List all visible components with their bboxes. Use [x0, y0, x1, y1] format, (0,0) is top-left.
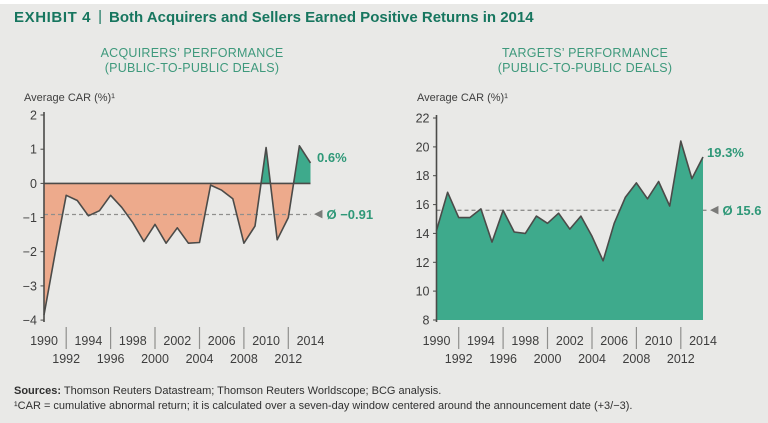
x-tick-label: 2010 — [252, 334, 280, 348]
data-line — [43, 145, 312, 316]
x-tick-label: 1992 — [52, 352, 80, 366]
y-tick-label: 1 — [30, 143, 37, 157]
x-tick-label: 1996 — [489, 352, 517, 366]
targets-chart-title-line1: TARGETS’ PERFORMANCE — [501, 46, 669, 60]
sources-label: Sources: — [14, 385, 62, 397]
acquirers-average-annotation: ◀ Ø −0.91 — [314, 206, 374, 222]
y-tick-label: −3 — [23, 279, 37, 293]
y-tick-label: −2 — [23, 245, 37, 259]
x-tick-label: 1992 — [445, 352, 473, 366]
area-fill — [436, 141, 703, 320]
x-tick-label: 1998 — [119, 334, 147, 348]
acquirers-chart-title-line2: (PUBLIC-TO-PUBLIC DEALS) — [104, 61, 280, 75]
targets-y-axis-unit: Average CAR (%)¹ — [417, 92, 508, 104]
sources-text: Thomson Reuters Datastream; Thomson Reut… — [61, 385, 442, 397]
footer: Sources: Thomson Reuters Datastream; Tho… — [14, 384, 754, 414]
chart-acquirers: 2 1 0 −1 −2 −3 −4 1992 1996 2000 2004 2008 2012 1990 1… — [23, 109, 325, 367]
sources-line: Sources: Thomson Reuters Datastream; Tho… — [14, 384, 754, 399]
y-tick-label: −1 — [23, 211, 37, 225]
footnote-line: ¹CAR = cumulative abnormal return; it is… — [14, 400, 633, 412]
x-tick-label: 1994 — [467, 334, 495, 348]
acquirers-chart-title-line1: ACQUIRERS’ PERFORMANCE — [100, 46, 284, 60]
y-tick-label: 8 — [423, 314, 430, 328]
page-title: Both Acquirers and Sellers Earned Positi… — [109, 9, 534, 26]
y-tick-label: 22 — [416, 112, 430, 126]
x-tick-label: 2004 — [578, 352, 606, 366]
x-tick-label: 1990 — [423, 334, 451, 348]
x-tick-label: 2008 — [622, 352, 650, 366]
area-positive — [261, 145, 311, 184]
targets-average-annotation: ◀ Ø 15.6 — [710, 202, 762, 218]
x-tick-label: 2000 — [141, 352, 169, 366]
y-tick-label: 2 — [30, 109, 37, 123]
exhibit-number-label: EXHIBIT 4 — [14, 9, 92, 26]
x-tick-label: 2004 — [186, 352, 214, 366]
y-tick-label: 12 — [416, 256, 430, 270]
x-tick-label: 2010 — [645, 334, 673, 348]
x-tick-label: 2012 — [274, 352, 302, 366]
y-tick-label: 14 — [416, 227, 430, 241]
acquirers-end-value-label: 0.6% — [317, 150, 347, 165]
x-tick-label: 1998 — [511, 334, 539, 348]
x-tick-label: 1996 — [97, 352, 125, 366]
x-tick-label: 2000 — [534, 352, 562, 366]
x-tick-label: 2002 — [163, 334, 191, 348]
acquirers-y-axis-unit: Average CAR (%)¹ — [24, 92, 115, 104]
chart-targets: 22 20 18 16 14 12 10 8 1992 1996 2000 2004 2008 2012 1… — [416, 112, 717, 367]
targets-average-value: Ø 15.6 — [722, 202, 762, 218]
x-tick-label: 2012 — [667, 352, 695, 366]
top-strip — [0, 0, 768, 4]
title-separator: | — [98, 8, 102, 25]
x-tick-label: 1990 — [30, 334, 58, 348]
acquirers-chart-title: ACQUIRERS’ PERFORMANCE (PUBLIC-TO-PUBLIC… — [40, 46, 344, 76]
exhibit-header: EXHIBIT 4 | Both Acquirers and Sellers Ear… — [14, 8, 534, 26]
targets-chart-title-line2: (PUBLIC-TO-PUBLIC DEALS) — [497, 61, 673, 75]
x-tick-label: 2006 — [208, 334, 236, 348]
y-tick-label: 10 — [416, 285, 430, 299]
y-tick-label: 20 — [416, 140, 430, 154]
x-tick-label: 2014 — [297, 334, 325, 348]
area-negative — [44, 183, 311, 315]
targets-chart-title: TARGETS’ PERFORMANCE (PUBLIC-TO-PUBLIC D… — [433, 46, 737, 76]
x-tick-label: 2006 — [600, 334, 628, 348]
y-tick-label: −4 — [23, 314, 37, 328]
data-line — [435, 140, 704, 262]
left-triangle-icon: ◀ — [314, 207, 323, 220]
left-triangle-icon: ◀ — [710, 203, 719, 216]
x-tick-label: 2014 — [689, 334, 717, 348]
x-tick-label: 2008 — [230, 352, 258, 366]
targets-end-value-label: 19.3% — [707, 145, 744, 160]
y-tick-label: 16 — [416, 198, 430, 212]
x-tick-label: 1994 — [74, 334, 102, 348]
y-tick-label: 18 — [416, 169, 430, 183]
y-tick-label: 0 — [30, 177, 37, 191]
x-tick-label: 2002 — [556, 334, 584, 348]
acquirers-average-value: Ø −0.91 — [326, 206, 374, 222]
